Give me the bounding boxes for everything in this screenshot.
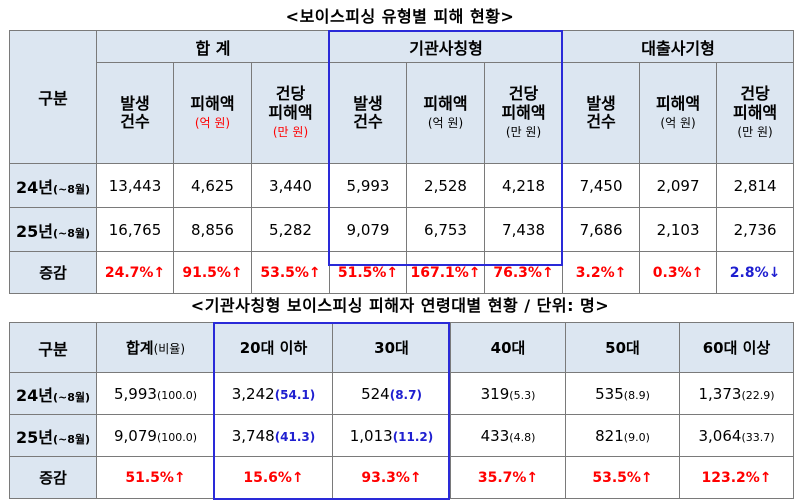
subheader-per-case: 건당 피해액 (만 원): [250, 62, 331, 164]
row-label: 24년(~8월): [9, 372, 97, 415]
header-age-40s: 40대: [450, 322, 566, 373]
victims-by-age-table: 구분 합계(비율) 20대 이하 30대 40대 50대 60대 이상 24년(…: [9, 322, 794, 499]
change-cell: 123.2%↑: [679, 456, 794, 499]
table2-title: <기관사칭형 보이스피싱 피해자 연령대별 현황 / 단위: 명>: [190, 296, 610, 315]
change-cell: 51.5%↑: [329, 251, 408, 294]
table-row: 24년(~8월) 13,443 4,625 3,440 5,993 2,528 …: [9, 163, 795, 208]
subheader-amount: 피해액 (억 원): [406, 62, 486, 164]
subheader-per-case: 건당 피해액 (만 원): [484, 62, 564, 164]
cell: 3,242(54.1): [214, 372, 333, 415]
subheader-cases: 발생 건수: [562, 62, 641, 164]
change-cell: 93.3%↑: [332, 456, 451, 499]
cell: 433(4.8): [450, 414, 566, 457]
cell: 2,814: [716, 163, 795, 208]
cell: 2,736: [716, 207, 795, 252]
change-cell-decrease: 2.8%↓: [716, 251, 795, 294]
row-label: 25년(~8월): [9, 207, 97, 252]
change-cell: 3.2%↑: [562, 251, 641, 294]
change-cell: 35.7%↑: [450, 456, 566, 499]
cell: 821(9.0): [565, 414, 680, 457]
cell: 4,218: [484, 163, 564, 208]
cell: 8,856: [173, 207, 252, 252]
cell: 3,748(41.3): [214, 414, 333, 457]
header-total: 합계(비율): [96, 322, 215, 373]
group-header-loan-fraud: 대출사기형: [562, 30, 795, 63]
change-cell: 51.5%↑: [96, 456, 215, 499]
cell: 1,013(11.2): [332, 414, 451, 457]
cell: 535(8.9): [565, 372, 680, 415]
cell: 319(5.3): [450, 372, 566, 415]
cell: 3,440: [250, 163, 331, 208]
cell: 3,064(33.7): [679, 414, 794, 457]
header-age-50s: 50대: [565, 322, 680, 373]
group-header-total: 합 계: [95, 30, 331, 63]
cell: 13,443: [96, 163, 174, 208]
change-label: 증감: [9, 251, 97, 294]
header-age-20s: 20대 이하: [214, 322, 333, 373]
table1-title: <보이스피싱 유형별 피해 현황>: [285, 7, 515, 26]
total-cell: 5,993(100.0): [96, 372, 215, 415]
cell: 7,450: [562, 163, 641, 208]
change-row: 증감 24.7%↑ 91.5%↑ 53.5%↑ 51.5%↑ 167.1%↑ 7…: [9, 251, 795, 294]
cell: 5,993: [329, 163, 408, 208]
cell: 4,625: [173, 163, 252, 208]
cell: 16,765: [96, 207, 174, 252]
subheader-amount: 피해액 (억 원): [639, 62, 718, 164]
row-header: 구분: [9, 322, 97, 373]
table-row: 24년(~8월) 5,993(100.0) 3,242(54.1) 524(8.…: [9, 372, 794, 415]
subheader-cases: 발생 건수: [96, 62, 174, 164]
header-age-60s: 60대 이상: [679, 322, 794, 373]
change-cell: 76.3%↑: [484, 251, 564, 294]
cell: 2,528: [406, 163, 486, 208]
table-row: 25년(~8월) 9,079(100.0) 3,748(41.3) 1,013(…: [9, 414, 794, 457]
cell: 7,686: [562, 207, 641, 252]
header-age-30s: 30대: [332, 322, 451, 373]
change-cell: 167.1%↑: [406, 251, 486, 294]
change-cell: 53.5%↑: [250, 251, 331, 294]
damage-by-type-table: 구분 합 계 기관사칭형 대출사기형 발생 건수 피해액 (억 원) 건당 피해액 (만…: [9, 30, 795, 294]
change-cell: 24.7%↑: [96, 251, 174, 294]
subheader-per-case: 건당 피해액 (만 원): [716, 62, 795, 164]
change-row: 증감 51.5%↑ 15.6%↑ 93.3%↑ 35.7%↑ 53.5%↑ 12…: [9, 456, 794, 499]
cell: 9,079: [329, 207, 408, 252]
cell: 2,097: [639, 163, 718, 208]
cell: 5,282: [250, 207, 331, 252]
cell: 1,373(22.9): [679, 372, 794, 415]
row-label: 25년(~8월): [9, 414, 97, 457]
change-label: 증감: [9, 456, 97, 499]
group-header-impersonation: 기관사칭형: [329, 30, 564, 63]
subheader-amount: 피해액 (억 원): [173, 62, 252, 164]
cell: 2,103: [639, 207, 718, 252]
table-row: 25년(~8월) 16,765 8,856 5,282 9,079 6,753 …: [9, 207, 795, 252]
change-cell: 0.3%↑: [639, 251, 718, 294]
change-cell: 91.5%↑: [173, 251, 252, 294]
cell: 7,438: [484, 207, 564, 252]
cell: 6,753: [406, 207, 486, 252]
total-cell: 9,079(100.0): [96, 414, 215, 457]
row-label: 24년(~8월): [9, 163, 97, 208]
cell: 524(8.7): [332, 372, 451, 415]
row-header: 구분: [9, 30, 97, 164]
subheader-cases: 발생 건수: [329, 62, 408, 164]
change-cell: 15.6%↑: [214, 456, 333, 499]
change-cell: 53.5%↑: [565, 456, 680, 499]
